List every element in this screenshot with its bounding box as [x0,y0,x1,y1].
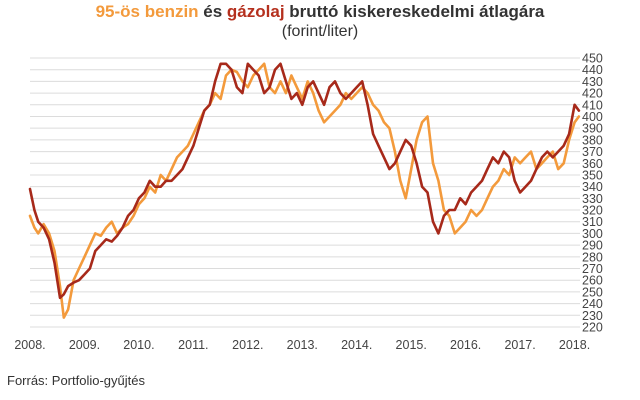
y-tick-label-300: 300 [582,227,603,241]
y-tick-label-430: 430 [582,75,603,89]
y-tick-label-230: 230 [582,309,603,323]
y-tick-label-370: 370 [582,145,603,159]
y-tick-label-400: 400 [582,110,603,124]
series-line-benzin [28,62,581,319]
y-tick-label-410: 410 [582,98,603,112]
y-tick-label-340: 340 [582,180,603,194]
y-tick-label-420: 420 [582,87,603,101]
chart-title: 95-ös benzin és gázolaj bruttó kiskeresk… [0,2,640,22]
y-tick-label-270: 270 [582,262,603,276]
y-tick-label-390: 390 [582,122,603,136]
chart-subtitle: (forint/liter) [281,23,359,40]
y-tick-label-330: 330 [582,192,603,206]
x-tick-label-2018: 2018. [559,338,590,352]
y-tick-label-290: 290 [582,239,603,253]
y-tick-label-350: 350 [582,168,603,182]
y-tick-label-220: 220 [582,321,603,335]
y-tick-label-280: 280 [582,250,603,264]
title-benzin: 95-ös benzin [95,2,199,21]
title-gazolaj: gázolaj [226,2,285,21]
y-tick-label-380: 380 [582,133,603,147]
x-tick-label-2017: 2017. [504,338,535,352]
x-tick-label-2010: 2010. [123,338,154,352]
x-tick-label-2008: 2008. [14,338,45,352]
source-note: Forrás: Portfolio-gyűjtés [7,373,145,388]
y-tick-label-250: 250 [582,285,603,299]
series-line-gazolaj [28,62,581,300]
title-rest: bruttó kiskereskedelmi átlagára [284,2,545,21]
y-tick-label-360: 360 [582,157,603,171]
x-tick-label-2012: 2012. [232,338,263,352]
x-tick-label-2009: 2009. [69,338,100,352]
y-tick-label-240: 240 [582,297,603,311]
x-tick-label-2011: 2011. [178,338,208,352]
title-and: és [198,2,227,21]
y-tick-label-450: 450 [582,52,603,66]
y-tick-label-320: 320 [582,204,603,218]
x-tick-label-2015: 2015. [396,338,427,352]
x-tick-label-2014: 2014. [341,338,372,352]
y-tick-label-440: 440 [582,63,603,77]
y-tick-label-260: 260 [582,274,603,288]
x-tick-label-2016: 2016. [450,338,481,352]
y-tick-label-310: 310 [582,215,603,229]
x-tick-label-2013: 2013. [287,338,318,352]
